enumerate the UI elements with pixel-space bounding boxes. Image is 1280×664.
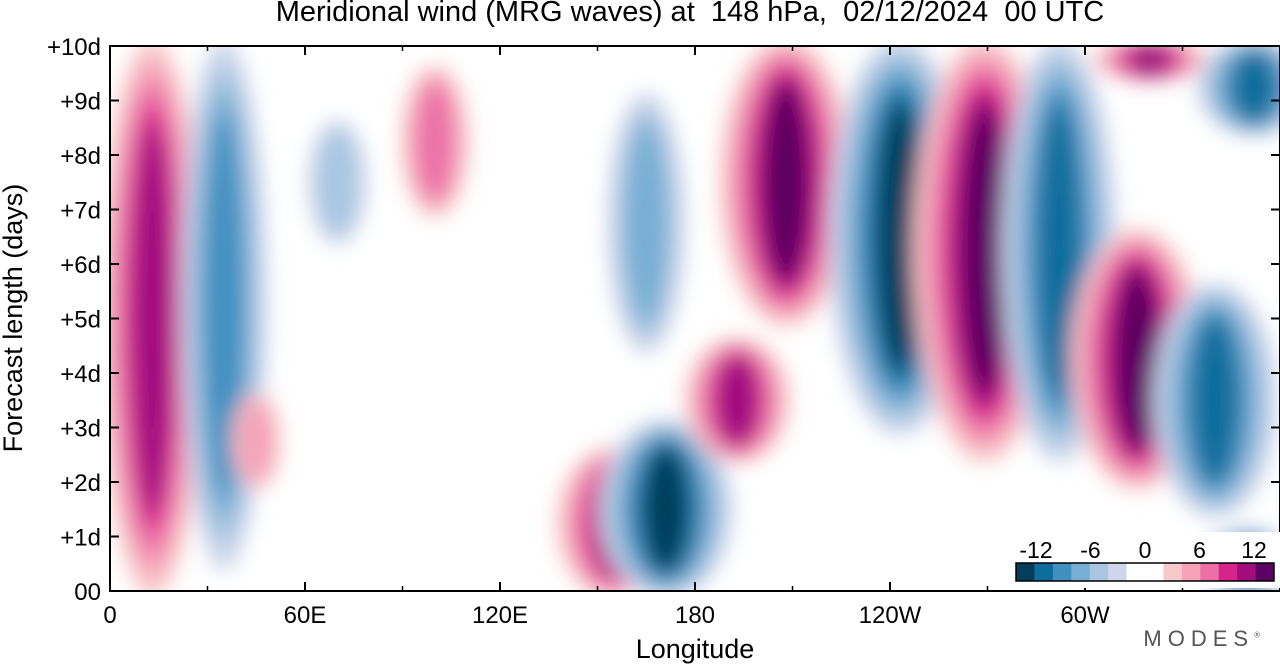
brand-text: MODES xyxy=(1143,626,1255,651)
y-tick-label: +9d xyxy=(60,89,101,116)
colorbar: -12 -6 0 6 12 xyxy=(1010,532,1280,588)
contour-level xyxy=(1116,270,1158,449)
registered-mark: ® xyxy=(1254,630,1260,640)
anomaly-negative-3 xyxy=(308,119,367,245)
contour-level xyxy=(1038,103,1080,398)
y-tick-label: +10d xyxy=(47,34,101,61)
colorbar-tick-label: -6 xyxy=(1080,537,1100,563)
colorbar-swatch xyxy=(1145,563,1164,581)
anomaly-negative-8 xyxy=(607,92,686,354)
x-tick-label: 60W xyxy=(1060,602,1110,629)
colorbar-swatch xyxy=(1016,563,1035,581)
colorbar-frame xyxy=(1015,562,1275,582)
contour-level xyxy=(317,129,358,236)
plot-area xyxy=(110,46,1280,591)
anomaly-negative-17 xyxy=(1196,46,1280,136)
y-tick-label: 00 xyxy=(74,579,101,606)
y-tick-label: +1d xyxy=(60,525,101,552)
colorbar-tick-label: 12 xyxy=(1241,537,1267,563)
anomaly-positive-0 xyxy=(110,46,206,591)
y-tick-label: +2d xyxy=(60,470,101,497)
colorbar-swatch xyxy=(1089,563,1109,581)
contour-level xyxy=(625,123,667,324)
colorbar-swatch xyxy=(1108,563,1127,581)
contour-level xyxy=(645,447,687,572)
y-tick-label: +5d xyxy=(60,307,101,334)
colorbar-swatch xyxy=(1052,563,1072,581)
colorbar-swatch xyxy=(1126,563,1146,581)
x-axis-label: Longitude xyxy=(636,634,755,664)
axes: 0 60E 120E 180 120W 60W 00 +1d +2d +3d +4d +5d +6d +7… xyxy=(47,34,1280,629)
colorbar-tick-label: 0 xyxy=(1139,537,1152,563)
y-tick-label: +8d xyxy=(60,143,101,170)
anomaly-negative-6 xyxy=(598,419,733,591)
colorbar-swatch xyxy=(1237,563,1256,581)
colorbar-swatch xyxy=(1181,563,1201,581)
anomaly-positive-16 xyxy=(1092,46,1208,82)
y-tick-label: +7d xyxy=(60,198,101,225)
anomaly-positive-9 xyxy=(719,46,853,327)
y-tick-label: +3d xyxy=(60,416,101,443)
colorbar-swatch xyxy=(1163,563,1183,581)
chart-title: Meridional wind (MRG waves) at 148 hPa, … xyxy=(275,0,1105,28)
anomaly-negative-14 xyxy=(1152,283,1278,518)
contour-level xyxy=(765,84,807,281)
x-tick-label: 180 xyxy=(675,602,715,629)
y-axis-label: Forecast length (days) xyxy=(0,184,28,453)
x-tick-label: 120W xyxy=(859,602,922,629)
colorbar-swatch xyxy=(1071,563,1091,581)
colorbar-tick-label: 6 xyxy=(1193,537,1206,563)
contour-level xyxy=(877,103,922,371)
x-tick-label: 60E xyxy=(284,602,327,629)
contour-level xyxy=(1233,51,1275,123)
modes-logo: MODES® xyxy=(1143,626,1260,652)
colorbar-tick-label: -12 xyxy=(1019,537,1052,563)
contour-level xyxy=(204,113,243,496)
anomaly-negative-1 xyxy=(180,46,268,572)
colorbar-swatch xyxy=(1200,563,1220,581)
anomaly-positive-7 xyxy=(684,337,791,463)
y-tick-label: +6d xyxy=(60,252,101,279)
y-tick-label: +4d xyxy=(60,361,101,388)
colorbar-swatch xyxy=(1255,563,1275,581)
contour-level xyxy=(1193,318,1237,483)
anomaly-positive-4 xyxy=(400,65,470,218)
contour-level xyxy=(238,399,274,483)
x-tick-label: 120E xyxy=(472,602,528,629)
colorbar-swatch xyxy=(1218,563,1238,581)
colorbar-swatch xyxy=(1034,563,1054,581)
contour-level xyxy=(962,107,1007,394)
x-tick-label: 0 xyxy=(103,602,116,629)
contour-level xyxy=(132,125,172,512)
anomaly-positive-2 xyxy=(231,392,281,491)
contour-level xyxy=(717,355,757,446)
contour-level xyxy=(1129,46,1171,77)
contour-level xyxy=(416,82,454,201)
